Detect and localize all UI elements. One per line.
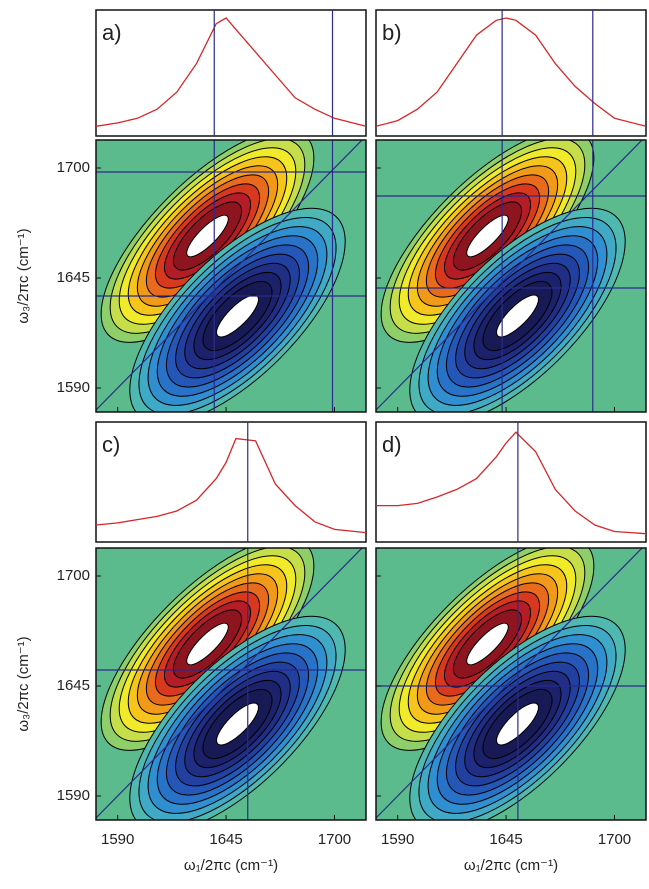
spectrum-line	[95, 17, 367, 127]
contour-core	[186, 622, 229, 666]
contour-core	[496, 294, 539, 338]
spectrum-frame	[95, 421, 367, 543]
spectrum-line	[376, 431, 647, 535]
panel-label: c)	[102, 432, 120, 457]
contour-map	[96, 140, 366, 412]
spectrum-line	[375, 17, 647, 127]
spectrum-line	[95, 437, 367, 534]
y-tick-label: 1700	[57, 567, 90, 584]
x-tick-label: 1645	[209, 831, 242, 848]
y-tick-label: 1590	[57, 787, 90, 804]
contour-map	[96, 548, 366, 820]
map-frame	[375, 139, 647, 413]
contour-core	[466, 214, 509, 258]
y-tick-label: 1645	[57, 269, 90, 286]
diagonal	[96, 548, 363, 819]
y-axis-title: ω₃/2πc (cm⁻¹)	[15, 228, 32, 323]
x-tick-label: 1700	[598, 831, 631, 848]
x-tick-label: 1590	[381, 831, 414, 848]
diagonal	[96, 140, 363, 411]
spectrum-frame	[375, 9, 647, 137]
x-axis-title: ω₁/2πc (cm⁻¹)	[464, 857, 558, 874]
y-tick-label: 1700	[57, 159, 90, 176]
spectrum-frame	[95, 9, 367, 137]
panel-label: d)	[382, 432, 402, 457]
panel-label: a)	[102, 20, 122, 45]
map-frame	[375, 547, 647, 821]
spectrum-frame	[375, 421, 647, 543]
x-axis-title: ω₁/2πc (cm⁻¹)	[184, 857, 278, 874]
x-tick-label: 1590	[101, 831, 134, 848]
diagonal	[376, 140, 643, 411]
x-tick-label: 1700	[318, 831, 351, 848]
y-tick-label: 1645	[57, 677, 90, 694]
panel-label: b)	[382, 20, 402, 45]
contour-core	[466, 622, 509, 666]
diagonal	[376, 548, 643, 819]
y-axis-title: ω₃/2πc (cm⁻¹)	[15, 636, 32, 731]
map-frame	[95, 139, 367, 413]
map-frame	[95, 547, 367, 821]
y-tick-label: 1590	[57, 379, 90, 396]
contour-map	[376, 548, 646, 820]
contour-map	[376, 140, 646, 412]
x-tick-label: 1645	[489, 831, 522, 848]
